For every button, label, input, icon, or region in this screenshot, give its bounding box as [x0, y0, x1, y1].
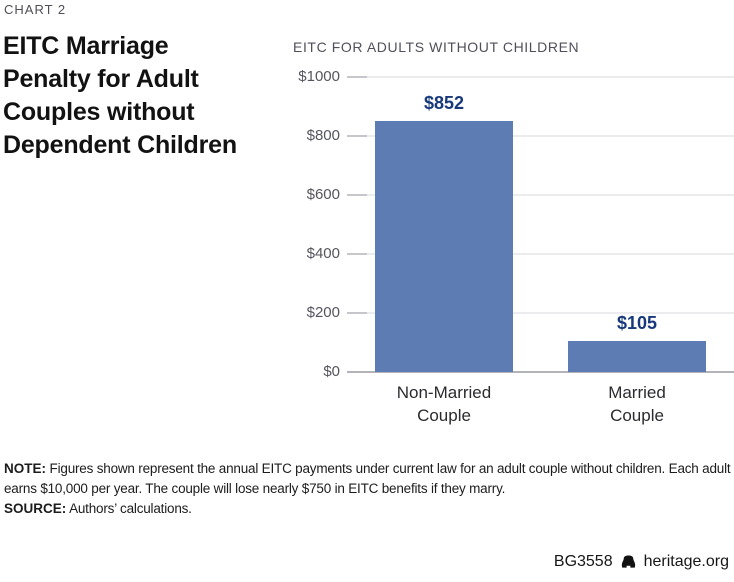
y-axis-tick-label: $200 — [306, 304, 340, 321]
y-tick-mark — [347, 194, 367, 196]
page-title-line: Couples without — [3, 98, 195, 126]
chart-title: EITC FOR ADULTS WITHOUT CHILDREN — [293, 39, 580, 55]
site-link[interactable]: heritage.org — [643, 553, 729, 570]
note-block: NOTE: Figures shown represent the annual… — [4, 459, 734, 519]
bar-married-couple — [568, 341, 706, 372]
document-id: BG3558 — [553, 553, 613, 570]
x-axis-category-label: Non-Married Couple — [354, 381, 534, 427]
y-tick-mark — [347, 253, 367, 255]
page-title-line: Penalty for Adult — [3, 65, 199, 93]
y-axis-tick-label: $1000 — [298, 68, 340, 85]
x-axis-category-line: Couple — [610, 406, 664, 425]
y-axis-tick-label: $600 — [306, 186, 340, 203]
gridline — [347, 135, 734, 137]
gridline — [347, 253, 734, 255]
y-tick-mark — [347, 135, 367, 137]
x-axis-category-label: Married Couple — [547, 381, 727, 427]
bar-value-label: $852 — [423, 93, 465, 113]
gridline — [347, 194, 734, 196]
y-axis-tick-label: $400 — [306, 245, 340, 262]
note-line: NOTE: Figures shown represent the annual… — [4, 459, 734, 499]
page-title-line: Dependent Children — [3, 131, 237, 159]
x-axis-category-line: Non-Married — [396, 383, 492, 402]
page-title: EITC Marriage Penalty for Adult Couples … — [3, 30, 283, 162]
gridline — [347, 76, 734, 78]
source-text: Authors’ calculations. — [66, 501, 192, 516]
note-label: NOTE: — [4, 461, 46, 476]
page-title-line: EITC Marriage — [3, 32, 169, 60]
bar-value-label: $105 — [616, 313, 658, 333]
y-axis-tick-label: $800 — [306, 127, 340, 144]
x-axis-category-line: Couple — [417, 406, 471, 425]
x-axis-line — [347, 371, 734, 373]
y-axis-tick-label: $0 — [323, 363, 340, 380]
gridline — [347, 312, 734, 314]
footer: BG3558 heritage.org — [554, 553, 729, 571]
source-label: SOURCE: — [4, 501, 67, 516]
source-line: SOURCE: Authors’ calculations. — [4, 499, 734, 519]
x-axis-category-line: Married — [608, 383, 666, 402]
y-tick-mark — [347, 76, 367, 78]
liberty-bell-icon — [621, 554, 635, 568]
chart-number-kicker: CHART 2 — [4, 2, 67, 17]
y-tick-mark — [347, 312, 367, 314]
note-text: Figures shown represent the annual EITC … — [4, 461, 731, 496]
bar-non-married-couple — [375, 121, 513, 372]
